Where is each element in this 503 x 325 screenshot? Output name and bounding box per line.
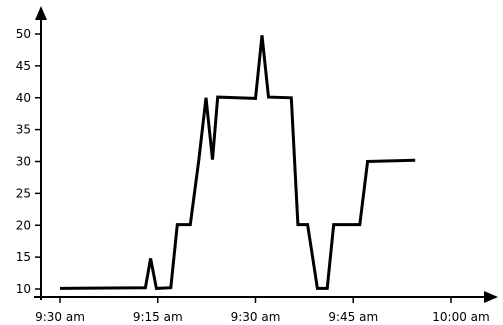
y-tick-label: 20	[16, 218, 31, 232]
y-axis-arrowhead	[35, 6, 47, 20]
x-tick-label: 10:00 am	[432, 310, 489, 324]
y-tick-label: 15	[16, 250, 31, 264]
y-axis	[35, 6, 47, 300]
x-tick-label: 9:15 am	[133, 310, 183, 324]
x-ticks: 9:30 am 9:15 am 9:30 am 9:45 am 10:00 am	[35, 297, 490, 324]
y-tick-label: 45	[16, 59, 31, 73]
y-tick-label: 40	[16, 91, 31, 105]
y-tick-label: 35	[16, 123, 31, 137]
y-ticks: 10 15 20 25 30 35 40 45 50	[16, 27, 41, 296]
y-tick-label: 10	[16, 282, 31, 296]
x-tick-label: 9:30 am	[35, 310, 85, 324]
series-layer	[59, 35, 416, 290]
y-tick-label: 25	[16, 186, 31, 200]
x-tick-label: 9:45 am	[328, 310, 378, 324]
x-axis-arrowhead	[484, 291, 498, 303]
y-tick-label: 30	[16, 155, 31, 169]
series-line	[59, 35, 416, 290]
x-tick-label: 9:30 am	[231, 310, 281, 324]
x-axis	[34, 291, 498, 303]
y-tick-label: 50	[16, 27, 31, 41]
